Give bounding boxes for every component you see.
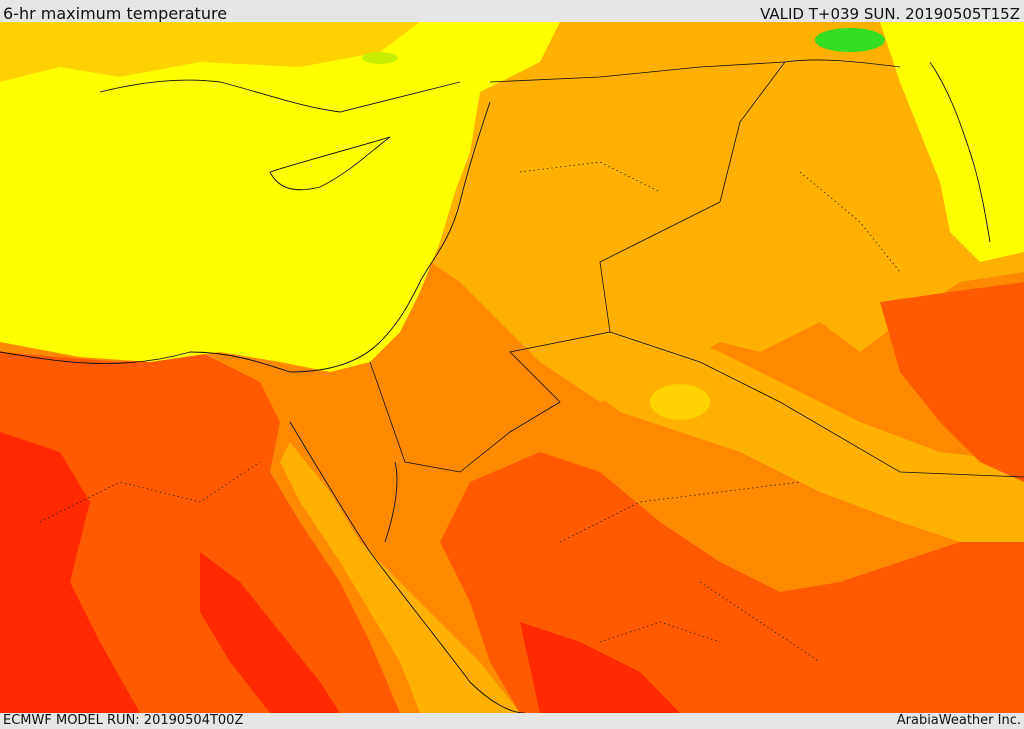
east-north-yellow (880, 22, 1024, 262)
green-patch-north (815, 28, 885, 52)
egypt-hot (0, 352, 400, 713)
header-bar: 6-hr maximum temperature VALID T+039 SUN… (0, 0, 1024, 23)
valid-time: VALID T+039 SUN. 20190505T15Z (760, 5, 1020, 23)
temperature-map[interactable] (0, 22, 1024, 713)
saudi-hotter (520, 622, 680, 713)
mediterranean-yellow (0, 22, 560, 372)
country-borders (369, 59, 1024, 478)
map-title: 6-hr maximum temperature (3, 4, 228, 23)
iraq-hot (880, 282, 1024, 482)
nile-red (200, 552, 340, 713)
iraq-cool-spot (650, 384, 710, 420)
egypt-hotter (0, 432, 140, 713)
model-run: ECMWF MODEL RUN: 20190504T00Z (3, 713, 244, 728)
credit: ArabiaWeather Inc. (896, 713, 1021, 728)
map-canvas (0, 22, 1024, 713)
iraq-warm-spot (610, 242, 770, 322)
red-sea-field (280, 442, 520, 713)
coastlines (0, 61, 991, 713)
turkey-warm (0, 22, 420, 82)
footer-bar: ECMWF MODEL RUN: 20190504T00Z ArabiaWeat… (0, 713, 1024, 729)
province-lines (39, 161, 901, 663)
green-patch-turkey (362, 52, 398, 64)
central-light-band (560, 322, 1024, 542)
